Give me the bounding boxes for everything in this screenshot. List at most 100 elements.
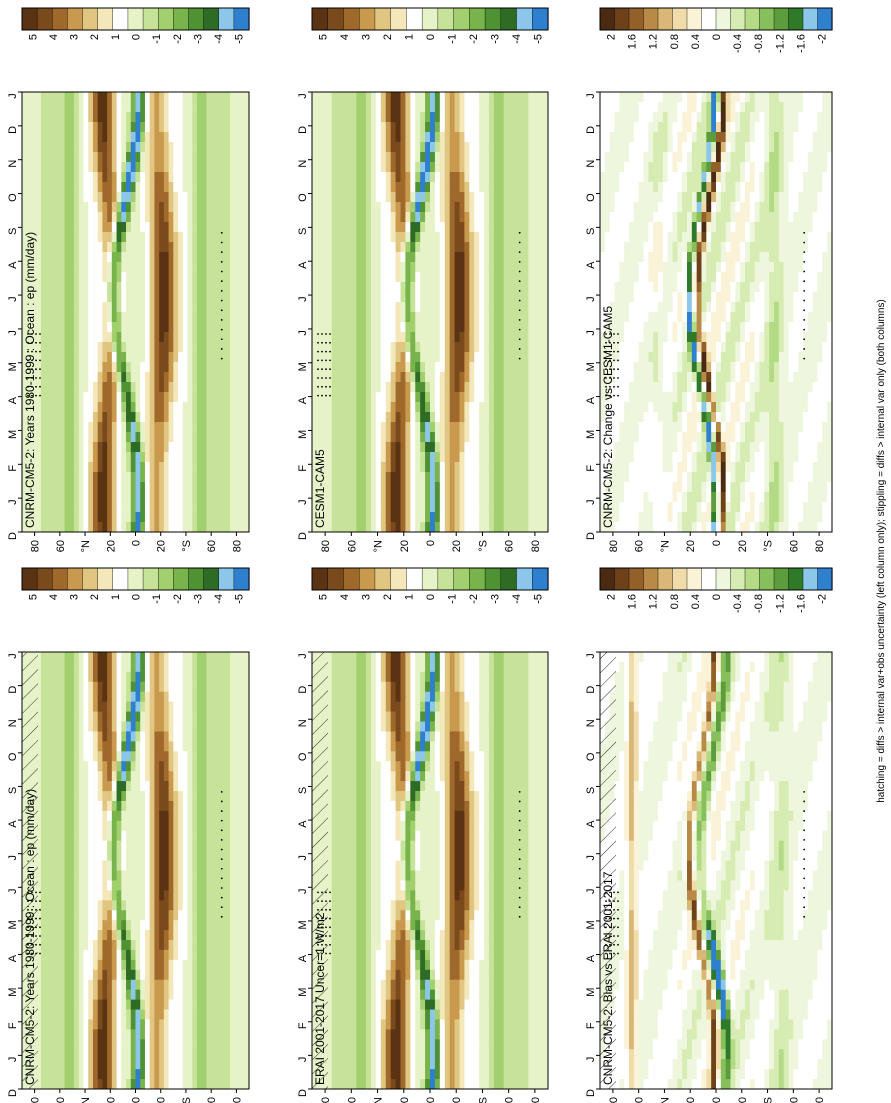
heatmap-cell — [638, 751, 644, 762]
heatmap-cell — [523, 781, 529, 792]
heatmap-cell — [410, 771, 416, 782]
heatmap-cell — [410, 910, 416, 921]
heatmap-cell — [178, 691, 184, 703]
heatmap-cell — [538, 1049, 544, 1060]
heatmap-cell — [50, 840, 56, 852]
heatmap-cell — [503, 791, 510, 802]
heatmap-cell — [528, 900, 534, 911]
heatmap-cell — [239, 1009, 245, 1020]
heatmap-cell — [154, 949, 160, 961]
stipple-dot — [325, 900, 327, 902]
heatmap-cell — [430, 761, 436, 772]
heatmap-cell — [40, 701, 47, 712]
heatmap-cell — [624, 652, 630, 663]
heatmap-cell — [474, 860, 480, 871]
lat-tick-label: 80 — [530, 1097, 542, 1103]
heatmap-cell — [130, 860, 136, 871]
heatmap-cell — [459, 701, 465, 712]
heatmap-cell — [508, 761, 514, 772]
heatmap-cell — [444, 959, 451, 971]
heatmap-cell — [126, 721, 132, 732]
heatmap-cell — [619, 1049, 625, 1060]
heatmap-cell — [55, 1009, 61, 1020]
heatmap-cell — [653, 930, 659, 941]
heatmap-cell — [206, 850, 212, 861]
heatmap-cell — [648, 940, 654, 951]
heatmap-cell — [444, 930, 451, 941]
heatmap-cell — [196, 800, 203, 812]
heatmap-cell — [420, 890, 426, 901]
heatmap-cell — [400, 791, 406, 802]
heatmap-cell — [498, 999, 505, 1010]
heatmap-cell — [464, 1029, 470, 1040]
heatmap-cell — [484, 741, 490, 752]
heatmap-cell — [366, 1009, 372, 1020]
heatmap-cell — [64, 691, 70, 703]
heatmap-cell — [503, 870, 510, 881]
heatmap-cell — [503, 661, 510, 673]
heatmap-cell — [116, 791, 122, 802]
heatmap-cell — [653, 1069, 659, 1080]
heatmap-cell — [449, 721, 455, 732]
heatmap-cell — [523, 979, 529, 991]
heatmap-cell — [163, 761, 170, 772]
heatmap-cell — [40, 979, 47, 991]
heatmap-cell — [130, 701, 136, 712]
heatmap-cell — [111, 920, 117, 931]
heatmap-cell — [385, 979, 392, 991]
heatmap-cell — [220, 1069, 226, 1080]
heatmap-cell — [326, 989, 333, 1001]
heatmap-cell — [341, 721, 347, 732]
heatmap-cell — [474, 1009, 480, 1020]
heatmap-cell — [211, 930, 217, 941]
heatmap-cell — [154, 1069, 160, 1080]
heatmap-cell — [405, 850, 411, 861]
heatmap-cell — [107, 1009, 113, 1020]
heatmap-cell — [371, 1059, 377, 1070]
lat-tick-label: 80 — [30, 1097, 42, 1103]
heatmap-cell — [638, 1069, 644, 1080]
heatmap-cell — [638, 1049, 644, 1060]
heatmap-cell — [211, 969, 217, 981]
heatmap-cell — [220, 969, 226, 981]
heatmap-cell — [126, 880, 132, 891]
heatmap-cell — [361, 781, 367, 792]
heatmap-cell — [116, 1039, 122, 1050]
heatmap-cell — [78, 701, 84, 712]
heatmap-cell — [614, 1059, 620, 1070]
heatmap-cell — [50, 1039, 56, 1050]
heatmap-cell — [518, 870, 524, 881]
heatmap-cell — [121, 820, 127, 832]
heatmap-cell — [78, 900, 84, 911]
heatmap-cell — [375, 741, 382, 752]
heatmap-cell — [211, 741, 217, 752]
heatmap-cell — [154, 910, 160, 921]
heatmap-cell — [351, 1059, 357, 1070]
heatmap-cell — [40, 969, 47, 981]
heatmap-cell — [215, 671, 222, 683]
heatmap-cell — [59, 1059, 65, 1070]
heatmap-cell — [135, 1059, 141, 1070]
heatmap-cell — [230, 999, 236, 1010]
heatmap-cell — [215, 820, 222, 832]
heatmap-cell — [201, 840, 207, 852]
heatmap-cell — [225, 840, 231, 852]
heatmap-cell — [102, 940, 108, 951]
heatmap-cell — [140, 949, 146, 961]
heatmap-cell — [454, 920, 460, 931]
heatmap-cell — [211, 940, 217, 951]
heatmap-cell — [425, 1069, 431, 1080]
heatmap-cell — [415, 870, 421, 881]
heatmap-cell — [55, 880, 61, 891]
heatmap-cell — [192, 1059, 198, 1070]
heatmap-cell — [206, 1049, 212, 1060]
heatmap-cell — [59, 999, 65, 1010]
heatmap-cell — [503, 741, 510, 752]
heatmap-cell — [648, 830, 654, 842]
heatmap-cell — [74, 860, 80, 871]
heatmap-cell — [187, 830, 193, 842]
heatmap-cell — [140, 741, 146, 752]
heatmap-cell — [538, 751, 544, 762]
heatmap-cell — [211, 681, 217, 693]
heatmap-cell — [351, 691, 357, 703]
